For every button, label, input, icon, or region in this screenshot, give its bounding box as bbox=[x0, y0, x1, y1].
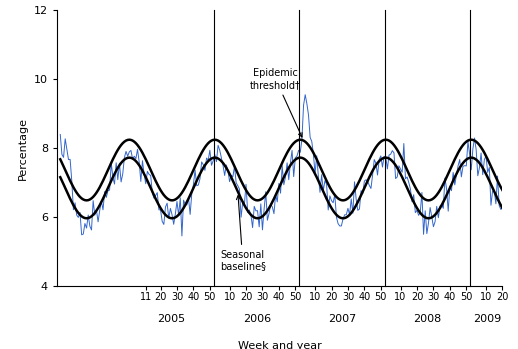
Text: Seasonal
baseline§: Seasonal baseline§ bbox=[220, 196, 266, 272]
Text: 2005: 2005 bbox=[157, 314, 185, 324]
Text: Epidemic
threshold†: Epidemic threshold† bbox=[250, 68, 302, 137]
Y-axis label: Percentage: Percentage bbox=[18, 117, 28, 180]
Text: Week and year: Week and year bbox=[238, 341, 322, 349]
Text: 2007: 2007 bbox=[328, 314, 356, 324]
Text: 2006: 2006 bbox=[242, 314, 271, 324]
Text: 2009: 2009 bbox=[473, 314, 501, 324]
Text: 2008: 2008 bbox=[413, 314, 442, 324]
